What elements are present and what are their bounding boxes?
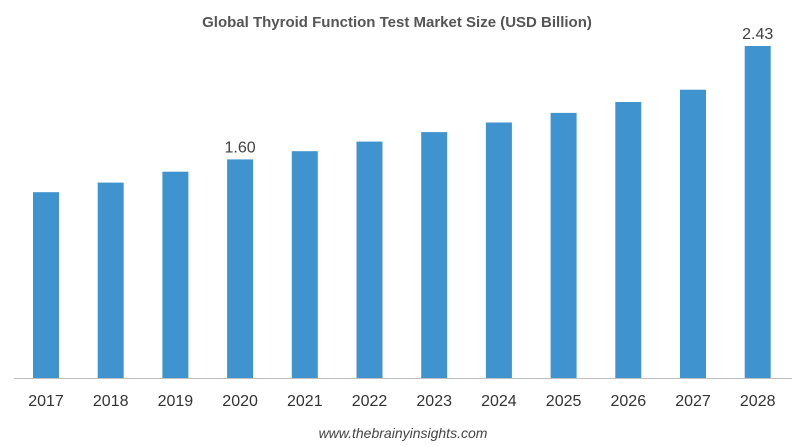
bar-2024 — [485, 122, 512, 378]
data-label-2028: 2.43 — [742, 26, 773, 43]
x-tick-label-2017: 2017 — [28, 393, 64, 410]
bar-group — [33, 46, 771, 379]
bar-2018 — [97, 182, 124, 378]
x-tick-label-2025: 2025 — [546, 393, 582, 410]
bar-2017 — [33, 192, 59, 378]
bar-2022 — [356, 141, 383, 378]
data-labels: 1.60 2.43 — [225, 26, 774, 156]
bar-2021 — [291, 151, 318, 378]
x-tick-label-2021: 2021 — [287, 393, 323, 410]
x-tick-label-2022: 2022 — [352, 393, 388, 410]
x-tick-label-2020: 2020 — [222, 393, 258, 410]
x-tick-label-2027: 2027 — [675, 393, 711, 410]
x-tick-labels: 2017 2018 2019 2020 2021 2022 2023 2024 2025 2026… — [28, 393, 775, 410]
x-tick-label-2018: 2018 — [93, 393, 129, 410]
bar-2020 — [227, 159, 254, 378]
source-credit: www.thebrainyinsights.com — [319, 425, 488, 441]
bar-2023 — [421, 132, 448, 378]
x-tick-label-2024: 2024 — [481, 393, 517, 410]
bar-2025 — [550, 112, 577, 379]
x-tick-label-2019: 2019 — [158, 393, 194, 410]
bar-2028 — [744, 46, 771, 378]
bar-2027 — [680, 89, 706, 378]
data-label-2020: 1.60 — [225, 139, 256, 156]
x-tick-label-2023: 2023 — [416, 393, 452, 410]
x-tick-label-2026: 2026 — [611, 393, 647, 410]
bar-2026 — [615, 102, 642, 378]
bar-2019 — [162, 171, 189, 378]
chart-title: Global Thyroid Function Test Market Size… — [202, 14, 592, 31]
x-tick-label-2028: 2028 — [740, 393, 776, 410]
